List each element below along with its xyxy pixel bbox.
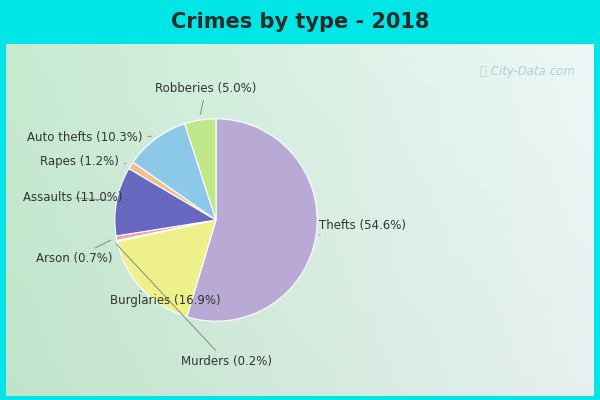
Wedge shape	[129, 162, 216, 220]
Wedge shape	[117, 220, 216, 242]
Wedge shape	[117, 220, 216, 317]
Wedge shape	[115, 168, 216, 236]
Text: Rapes (1.2%): Rapes (1.2%)	[40, 155, 125, 168]
Wedge shape	[116, 220, 216, 240]
Wedge shape	[185, 119, 216, 220]
Text: Assaults (11.0%): Assaults (11.0%)	[23, 191, 122, 204]
Text: Burglaries (16.9%): Burglaries (16.9%)	[110, 291, 221, 308]
Text: Crimes by type - 2018: Crimes by type - 2018	[171, 12, 429, 32]
Text: Auto thefts (10.3%): Auto thefts (10.3%)	[27, 130, 151, 144]
Wedge shape	[133, 124, 216, 220]
Text: Arson (0.7%): Arson (0.7%)	[36, 240, 113, 265]
Text: Murders (0.2%): Murders (0.2%)	[116, 244, 272, 368]
Wedge shape	[187, 119, 317, 321]
Text: ⓘ City-Data.com: ⓘ City-Data.com	[480, 66, 575, 78]
Text: Thefts (54.6%): Thefts (54.6%)	[319, 218, 406, 235]
Text: Robberies (5.0%): Robberies (5.0%)	[155, 82, 257, 114]
